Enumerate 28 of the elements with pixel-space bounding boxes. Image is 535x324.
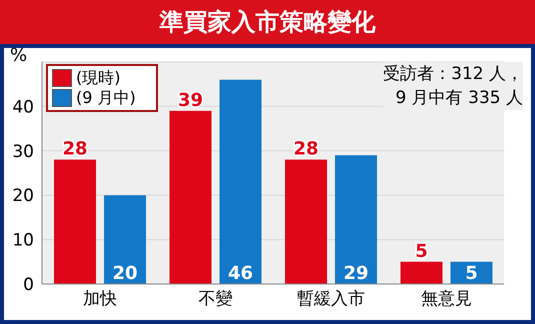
bar [54,160,96,284]
legend-label: (9 月中) [76,88,136,108]
data-label: 29 [343,263,369,284]
annotation: 9 月中有 335 人 [394,87,523,110]
bar [220,80,262,284]
y-tick-label: 10 [12,230,34,251]
annotation: 受訪者：312 人， [383,63,523,86]
y-tick-label: 0 [23,275,34,296]
y-tick-label: 40 [12,97,34,118]
legend-label: (現時) [76,68,120,88]
x-tick-label: 加快 [82,289,117,310]
data-label: 46 [228,263,254,284]
y-tick-label: 20 [12,186,34,206]
data-label: 5 [465,263,478,284]
data-label: 20 [112,263,138,284]
x-tick-label: 不變 [198,289,232,310]
bar [335,155,377,284]
bar [400,262,442,284]
bar [170,110,212,284]
y-tick-label: 30 [12,142,34,162]
data-label: 39 [178,90,204,111]
chart-title: 準買家入市策略變化 [0,0,535,44]
x-tick-label: 暫緩入市 [296,289,365,310]
data-label: 28 [293,138,319,160]
data-label: 28 [62,138,88,160]
data-label: 5 [415,240,428,262]
bar [285,160,327,284]
x-tick-label: 無意見 [420,289,472,310]
